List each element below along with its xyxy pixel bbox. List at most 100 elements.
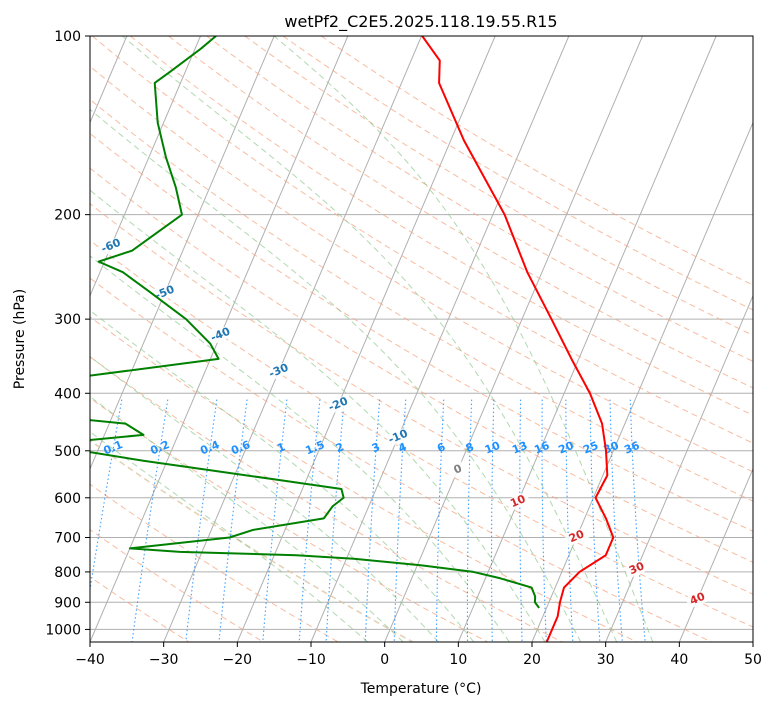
y-tick-label: 400: [54, 386, 81, 402]
dry-adiabat-line: [168, 36, 753, 389]
dry-adiabat-line: [282, 36, 753, 311]
mixing-ratio-label: 10: [483, 439, 502, 457]
isotherm-line: [163, 36, 422, 642]
mixing-ratio-lines: [90, 399, 646, 642]
isotherm-label: 40: [688, 590, 707, 608]
mixing-ratio-line: [262, 399, 288, 642]
mixing-ratio-label: 8: [464, 440, 476, 455]
dry-adiabat-line: [90, 98, 753, 502]
plot-area: 0.10.20.40.611.52346810131620253036-100-…: [90, 36, 753, 642]
isopleth-labels: 0.10.20.40.611.52346810131620253036-100-…: [98, 236, 711, 609]
x-tick-label: 50: [744, 652, 762, 668]
dry-adiabat-line: [90, 483, 339, 642]
dry-adiabat-line: [90, 65, 753, 473]
mixing-ratio-line: [435, 399, 445, 642]
x-tick-label: −20: [223, 652, 253, 668]
chart-title: wetPf2_C2E5.2025.118.19.55.R15: [284, 12, 557, 32]
dry-adiabat-line: [90, 316, 638, 642]
profile-series: [90, 36, 615, 642]
mixing-ratio-label: 20: [557, 439, 576, 457]
isotherm-line: [90, 36, 201, 297]
moist-adiabat-line: [90, 309, 475, 642]
y-tick-label: 200: [54, 208, 81, 224]
isotherm-line: [605, 294, 753, 642]
isotherm-line: [384, 36, 643, 642]
isotherm-label-bg: [445, 459, 471, 480]
x-tick-label: −10: [296, 652, 326, 668]
mixing-ratio-line: [131, 399, 169, 642]
isotherm-label-bg: [624, 558, 650, 579]
mixing-ratio-line: [90, 399, 123, 593]
dry-adiabat-line: [90, 529, 264, 642]
moist-adiabat-line: [121, 36, 618, 642]
mixing-ratio-label: 1: [275, 440, 287, 455]
isotherm-label-bg: [208, 325, 234, 345]
isotherm-label-bg: [325, 394, 351, 415]
y-tick-label: 900: [54, 595, 81, 611]
axis-ticks: −40 −30 −20 −10 0 10 20 30 40 50 100 200 300 400 500 60…: [45, 29, 762, 668]
temperature-line: [421, 36, 615, 642]
y-tick-label: 800: [54, 565, 81, 581]
mixing-ratio-line: [490, 399, 495, 642]
isotherm-label-bg: [685, 589, 711, 609]
x-tick-label: 0: [380, 652, 389, 668]
isotherm-line: [90, 36, 275, 471]
y-tick-label: 1000: [45, 622, 81, 638]
isotherm-label: 20: [567, 527, 586, 545]
isotherm-line: [236, 36, 496, 642]
isotherm-label-bg: [385, 427, 411, 447]
x-tick-label: 30: [597, 652, 615, 668]
isotherm-label: 30: [627, 559, 646, 577]
mixing-ratio-line: [298, 399, 321, 642]
mixing-ratio-line: [185, 399, 218, 642]
x-tick-label: −40: [75, 652, 105, 668]
isotherm-label: 10: [508, 492, 527, 510]
moist-adiabat-line: [90, 395, 404, 642]
mixing-ratio-line: [466, 399, 473, 642]
mixing-ratio-label: 13: [510, 439, 529, 457]
dry-adiabat-line: [91, 36, 753, 444]
y-tick-label: 500: [54, 444, 81, 460]
x-tick-label: 40: [670, 652, 688, 668]
isotherm-line: [457, 36, 717, 642]
isotherm-line: [678, 467, 753, 642]
mixing-ratio-label: 25: [581, 439, 600, 457]
dewpoint-line: [90, 36, 540, 609]
isotherm-label-bg: [98, 236, 124, 256]
y-tick-label: 300: [54, 312, 81, 328]
x-tick-label: 20: [523, 652, 541, 668]
mixing-ratio-line: [609, 399, 623, 642]
moist-adiabat-line: [273, 36, 654, 642]
isotherm-label-bg: [564, 526, 590, 547]
mixing-ratio-label: 16: [532, 439, 551, 457]
dry-adiabat-line: [90, 132, 753, 532]
y-tick-label: 100: [54, 29, 81, 45]
mixing-ratio-line: [565, 399, 574, 642]
plot-frame: [89, 35, 754, 643]
mixing-ratio-label: 2: [334, 440, 346, 455]
dry-adiabat-line: [130, 36, 753, 416]
dry-adiabat-line: [206, 36, 753, 362]
mixing-ratio-label: 36: [622, 439, 641, 457]
isotherm-label-bg: [505, 491, 531, 512]
y-tick-label: 700: [54, 531, 81, 547]
mixing-ratio-label: 3: [370, 440, 382, 455]
x-axis-title: Temperature (°C): [360, 681, 482, 697]
dry-adiabat-line: [90, 167, 753, 563]
moist-adiabat-line: [90, 356, 439, 642]
y-tick-label: 600: [54, 491, 81, 507]
moist-adiabat-line: [90, 255, 510, 642]
dry-adiabat-line: [90, 397, 488, 642]
y-axis-title: Pressure (hPa): [12, 289, 28, 389]
mixing-ratio-line: [218, 399, 248, 642]
dry-adiabat-line: [90, 277, 712, 642]
x-tick-label: 10: [449, 652, 467, 668]
mixing-ratio-line: [519, 399, 523, 642]
x-tick-label: −30: [149, 652, 179, 668]
mixing-ratio-line: [325, 399, 345, 642]
mixing-ratio-line: [541, 399, 547, 642]
mixing-ratio-line: [589, 399, 601, 642]
mixing-ratio-line: [629, 399, 646, 642]
isotherm-label-bg: [266, 361, 292, 381]
